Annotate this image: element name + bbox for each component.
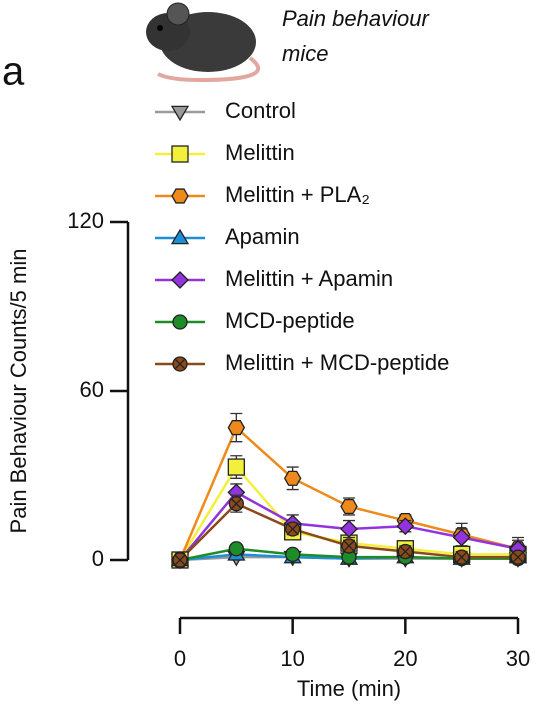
- x-tick-label: 20: [393, 646, 417, 671]
- legend-label: Melittin: [225, 140, 295, 165]
- x-tick-label: 30: [506, 646, 530, 671]
- marker: [170, 228, 190, 245]
- y-tick-label: 60: [80, 377, 104, 402]
- marker: [285, 546, 301, 563]
- marker: [228, 541, 244, 557]
- legend-label: Apamin: [225, 224, 300, 249]
- legend-label: MCD-peptide: [225, 308, 355, 333]
- legend-label: Melittin + Apamin: [225, 266, 393, 291]
- legend-label: Melittin + PLA₂: [225, 182, 370, 207]
- marker: [340, 520, 358, 538]
- marker: [170, 105, 190, 122]
- marker: [396, 517, 415, 536]
- annotation: mice: [282, 41, 328, 66]
- marker: [227, 458, 245, 476]
- marker-cross: [456, 551, 468, 563]
- marker: [171, 271, 189, 289]
- marker: [340, 498, 358, 515]
- marker-cross: [174, 358, 186, 370]
- marker: [172, 314, 188, 330]
- x-axis-label: Time (min): [297, 676, 401, 701]
- panel-label: a: [2, 50, 25, 94]
- marker-cross: [230, 498, 242, 510]
- legend-label: Control: [225, 98, 296, 123]
- marker: [171, 188, 189, 204]
- x-tick-label: 0: [174, 646, 186, 671]
- marker-cross: [399, 546, 411, 557]
- marker-cross: [174, 554, 186, 566]
- annotation: Pain behaviour: [282, 6, 430, 31]
- marker: [171, 145, 189, 163]
- marker-cross: [512, 551, 524, 563]
- marker: [283, 470, 302, 486]
- mouse-icon: [146, 2, 261, 83]
- y-tick-label: 0: [92, 546, 104, 571]
- legend-label: Melittin + MCD-peptide: [225, 350, 449, 375]
- marker-cross: [287, 523, 299, 535]
- marker: [452, 528, 471, 547]
- y-axis-label: Pain Behaviour Counts/5 min: [6, 249, 31, 534]
- x-tick-label: 10: [280, 646, 304, 671]
- marker-cross: [343, 540, 355, 552]
- y-tick-label: 120: [67, 208, 104, 233]
- marker: [227, 420, 246, 436]
